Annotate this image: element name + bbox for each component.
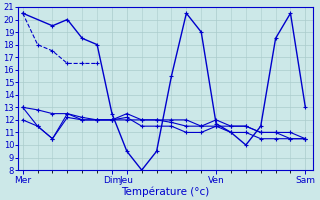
- X-axis label: Température (°c): Température (°c): [121, 186, 210, 197]
